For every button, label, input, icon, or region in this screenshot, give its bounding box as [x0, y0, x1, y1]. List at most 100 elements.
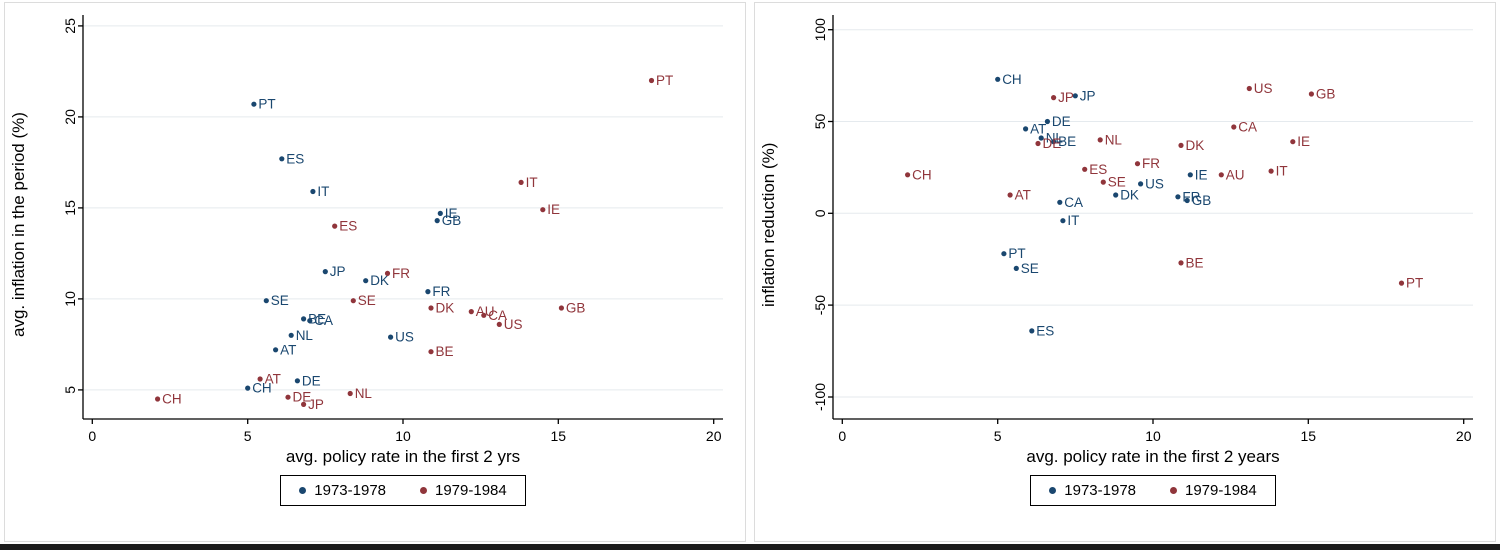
- data-point: [1097, 137, 1103, 143]
- point-label: CA: [314, 313, 333, 328]
- point-label: PT: [258, 97, 275, 112]
- point-label: PT: [656, 73, 673, 88]
- point-label: GB: [566, 301, 586, 316]
- x-tick-label: 5: [244, 428, 252, 444]
- point-label: CA: [1238, 120, 1257, 135]
- right-legend-wrap: 1973-1978 1979-1984: [833, 475, 1473, 506]
- point-label: CH: [252, 381, 272, 396]
- data-point: [1178, 260, 1184, 266]
- point-label: SE: [358, 293, 376, 308]
- x-tick-label: 15: [1301, 428, 1317, 444]
- point-label: AU: [476, 304, 495, 319]
- point-label: US: [1145, 176, 1164, 191]
- point-label: BE: [308, 311, 326, 326]
- point-label: JP: [330, 264, 346, 279]
- left-x-axis-title: avg. policy rate in the first 2 yrs: [285, 447, 521, 466]
- point-label: IE: [1195, 167, 1208, 182]
- y-tick-label: -100: [812, 383, 828, 411]
- data-point: [1038, 135, 1044, 141]
- point-label: DK: [1186, 138, 1205, 153]
- point-label: US: [504, 317, 523, 332]
- point-label: PT: [1008, 246, 1025, 261]
- point-label: NL: [355, 386, 373, 401]
- legend-box: 1973-1978 1979-1984: [1030, 475, 1276, 506]
- x-tick-label: 20: [1456, 428, 1472, 444]
- point-label: IT: [526, 175, 538, 190]
- data-point: [1044, 118, 1050, 125]
- point-label: IE: [1297, 134, 1310, 149]
- x-tick-label: 5: [994, 428, 1002, 444]
- data-point: [322, 269, 328, 275]
- data-point: [384, 270, 391, 276]
- data-point: [1082, 166, 1088, 172]
- legend-label: 1973-1978: [1064, 482, 1136, 499]
- point-label: SE: [271, 293, 289, 308]
- point-label: FR: [392, 266, 410, 281]
- legend-label: 1979-1984: [1185, 482, 1257, 499]
- y-tick-label: 15: [62, 200, 78, 216]
- point-label: IE: [445, 206, 458, 221]
- data-point: [1290, 139, 1296, 145]
- point-label: CH: [912, 167, 932, 182]
- point-label: JP: [1058, 90, 1074, 105]
- legend-box: 1973-1978 1979-1984: [280, 475, 526, 506]
- point-label: NL: [296, 328, 314, 343]
- data-point: [332, 223, 338, 229]
- data-point: [363, 278, 369, 284]
- data-point: [540, 207, 546, 213]
- point-label: CH: [162, 392, 182, 407]
- point-label: IT: [1276, 164, 1288, 179]
- series1-marker-icon: [1049, 487, 1057, 494]
- data-point: [310, 188, 316, 195]
- x-tick-label: 0: [838, 428, 846, 444]
- data-point: [428, 305, 434, 311]
- point-label: BE: [1186, 255, 1204, 270]
- point-label: IT: [1067, 213, 1079, 228]
- data-point: [1134, 161, 1141, 167]
- point-label: DE: [293, 390, 312, 405]
- data-point: [294, 378, 300, 384]
- data-point: [301, 401, 307, 407]
- data-point: [307, 318, 313, 324]
- data-point: [1035, 140, 1041, 147]
- y-tick-label: 25: [62, 18, 78, 34]
- point-label: GB: [1192, 193, 1212, 208]
- series2-marker-icon: [1170, 487, 1177, 494]
- point-label: GB: [442, 213, 462, 228]
- data-point: [263, 298, 269, 304]
- data-point: [1184, 197, 1190, 204]
- data-point: [1218, 172, 1224, 178]
- data-point: [1072, 93, 1078, 99]
- data-point: [518, 179, 524, 185]
- point-label: ES: [339, 219, 357, 234]
- point-label: AT: [280, 342, 296, 357]
- data-point: [245, 385, 251, 391]
- point-label: FR: [432, 284, 450, 299]
- data-point: [468, 309, 474, 315]
- point-label: BE: [1058, 134, 1076, 149]
- point-label: SE: [1108, 175, 1126, 190]
- point-label: DE: [302, 373, 321, 388]
- data-point: [285, 394, 291, 400]
- data-point: [273, 347, 279, 353]
- legend-item-1973-1978: 1973-1978: [1049, 482, 1136, 499]
- data-point: [1138, 181, 1144, 187]
- data-point: [1100, 179, 1106, 185]
- point-label: JP: [1080, 88, 1096, 103]
- data-point: [1246, 85, 1252, 92]
- point-label: AT: [265, 372, 281, 387]
- point-label: NL: [1046, 131, 1064, 146]
- y-tick-label: 5: [62, 386, 78, 394]
- data-point: [388, 334, 394, 340]
- left-chart-panel: avg. inflation in the period (%) 5 10 15 20…: [4, 2, 746, 542]
- point-label: SE: [1021, 261, 1039, 276]
- data-point: [1178, 142, 1184, 148]
- x-tick-label: 10: [395, 428, 411, 444]
- data-point: [481, 312, 487, 318]
- point-label: US: [395, 330, 414, 345]
- point-label: DE: [1043, 136, 1062, 151]
- point-label: US: [1254, 81, 1273, 96]
- data-point: [1187, 172, 1193, 178]
- data-point: [558, 305, 565, 311]
